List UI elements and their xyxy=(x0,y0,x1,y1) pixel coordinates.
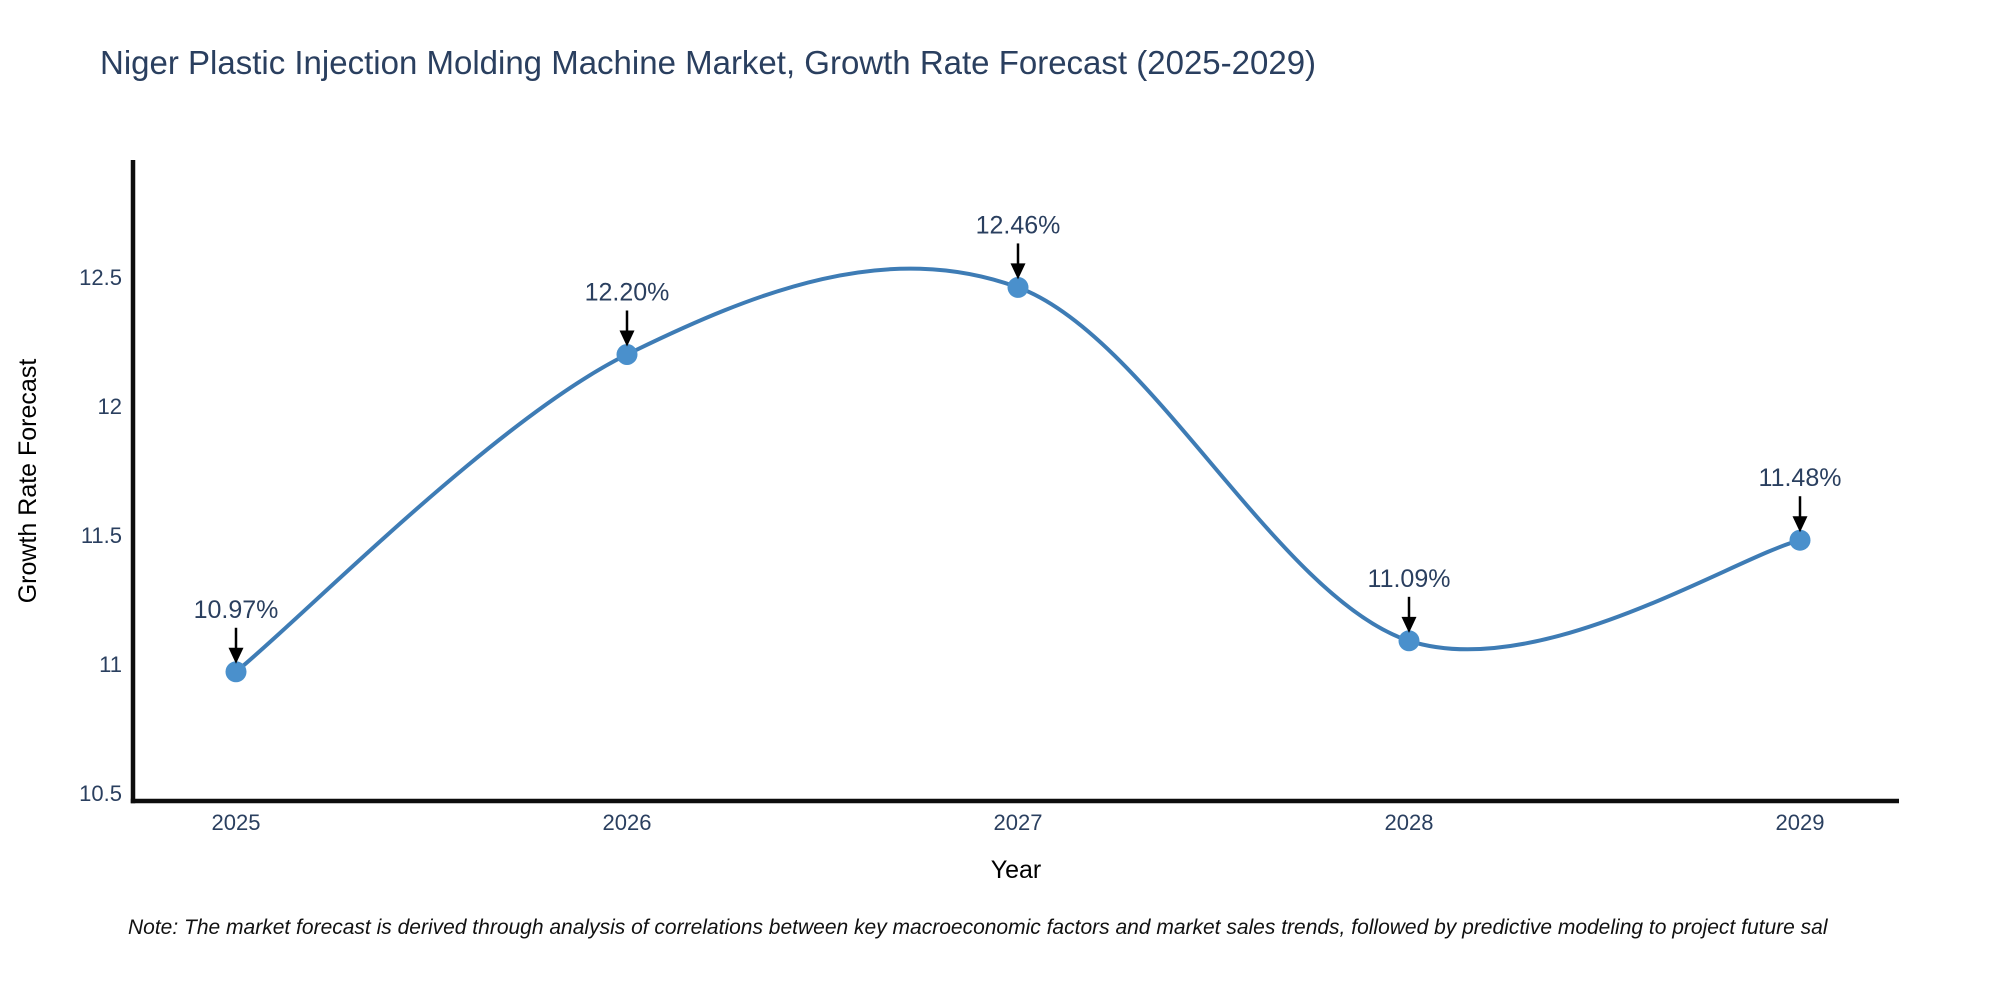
y-tick-label: 10.5 xyxy=(79,781,122,806)
y-tick-label: 11.5 xyxy=(81,523,122,548)
data-point-marker xyxy=(616,344,638,365)
x-tick-label: 2029 xyxy=(1776,810,1825,835)
annotation-arrowhead xyxy=(228,647,244,664)
x-tick-label: 2026 xyxy=(603,810,652,835)
annotation-arrowhead xyxy=(1010,263,1026,280)
y-axis-title: Growth Rate Forecast xyxy=(14,359,42,604)
point-label: 10.97% xyxy=(194,596,279,624)
chart-title: Niger Plastic Injection Molding Machine … xyxy=(100,44,1317,81)
data-point-marker xyxy=(1007,276,1029,298)
y-tick-label: 12 xyxy=(98,394,122,419)
x-axis-title: Year xyxy=(991,856,1042,884)
footnote: Note: The market forecast is derived thr… xyxy=(128,916,1828,939)
data-point-marker xyxy=(1789,529,1811,551)
point-label: 11.48% xyxy=(1759,464,1842,492)
data-point-marker xyxy=(225,661,247,683)
point-label: 12.20% xyxy=(585,278,670,306)
x-tick-label: 2028 xyxy=(1385,810,1434,835)
x-tick-label: 2027 xyxy=(994,810,1043,835)
data-point-marker xyxy=(1398,630,1420,652)
forecast-line xyxy=(234,266,1802,674)
x-tick-label: 2025 xyxy=(212,810,261,835)
series-layer xyxy=(225,266,1811,683)
annotation-arrowhead xyxy=(619,330,635,347)
y-tick-label: 11 xyxy=(99,652,122,677)
annotations-layer: 10.97% 12.20% 12.46% 11.09% 11.48% xyxy=(194,211,1842,664)
axes-layer: 10.5 11 11.5 12 12.5 2025 2026 2027 2028 2029 xyxy=(79,160,1899,835)
annotation-arrowhead xyxy=(1401,616,1417,633)
point-label: 12.46% xyxy=(976,211,1061,239)
annotation-arrowhead xyxy=(1792,516,1808,533)
y-tick-label: 12.5 xyxy=(79,265,122,290)
point-label: 11.09% xyxy=(1368,565,1451,593)
